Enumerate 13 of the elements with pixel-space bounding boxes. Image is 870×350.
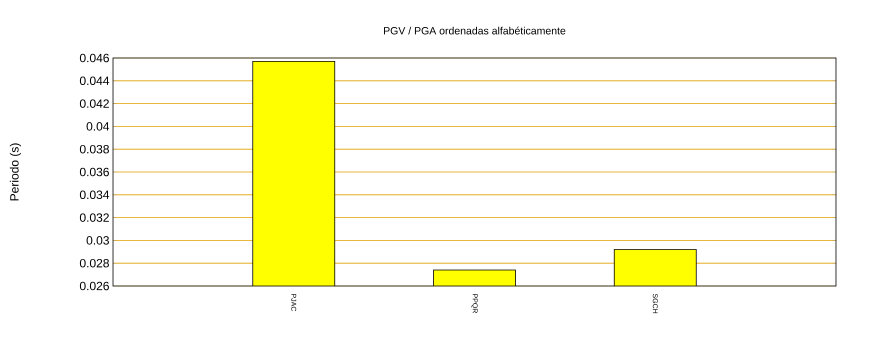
y-tick-label: 0.044	[80, 76, 110, 86]
y-axis-title: Periodo (s)	[10, 143, 21, 200]
y-tick-label: 0.032	[80, 213, 109, 222]
y-tick-label: 0.028	[80, 258, 109, 268]
y-tick-label: 0.026	[80, 282, 109, 290]
y-tick-label: 0.036	[80, 168, 109, 176]
y-tick-label: 0.04	[86, 122, 110, 131]
y-tick-label: 0.046	[80, 54, 109, 62]
y-tick-label: 0.042	[80, 99, 109, 108]
y-tick-label: 0.038	[80, 144, 109, 154]
chart-title: PGV / PGA ordenadas alfabéticamente	[384, 26, 566, 34]
y-tick-label: 0.034	[80, 190, 110, 200]
y-tick-label: 0.03	[86, 236, 109, 245]
